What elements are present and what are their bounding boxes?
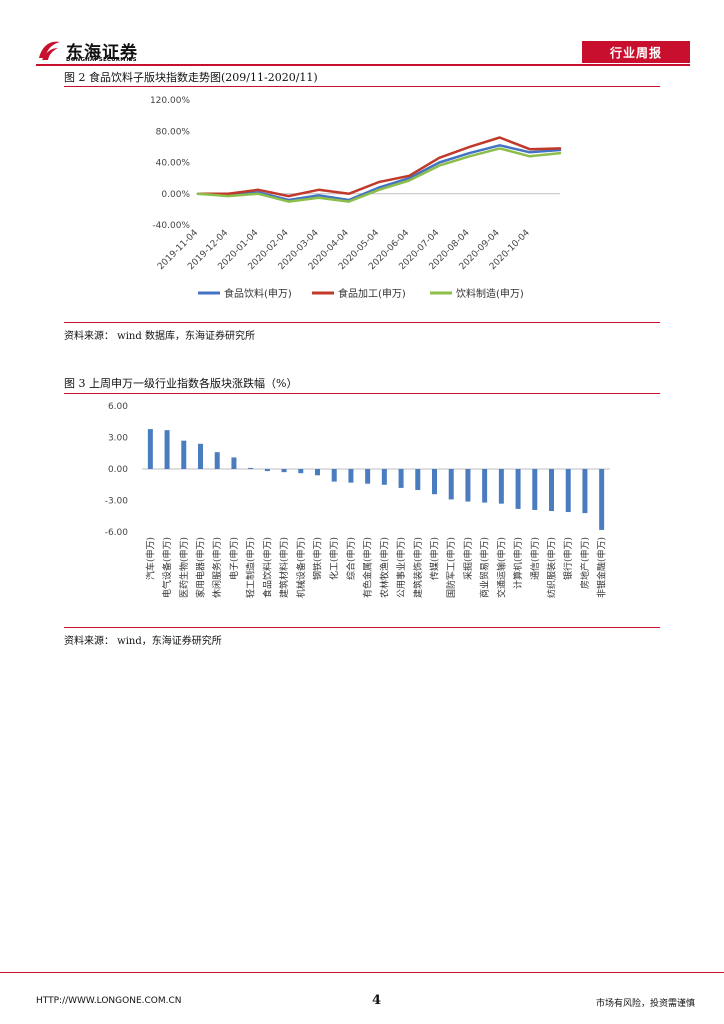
figure2-top-rule [64,86,660,87]
bar [147,429,153,469]
bar [164,430,170,469]
category-label: 化工(申万) [328,537,340,580]
category-label: 公用事业(申万) [395,537,407,598]
bar [482,469,488,503]
bar [214,452,220,469]
y-tick-label: 120.00% [150,96,190,106]
legend-label: 饮料制造(申万) [456,287,524,300]
category-label: 轻工制造(申万) [245,537,257,598]
y-tick-label: -3.00 [105,497,129,507]
figure3-caption: 图 3 上周申万一级行业指数各版块涨跌幅（%） [64,377,298,390]
report-type-badge: 行业周报 [582,41,690,63]
legend-label: 食品饮料(申万) [224,287,292,300]
category-label: 有色金属(申万) [362,537,374,598]
category-label: 食品饮料(申万) [261,537,273,598]
bar [599,469,605,530]
category-label: 纺织服装(申万) [546,537,558,598]
figure2-bottom-rule [64,322,660,323]
bar [315,469,320,476]
category-label: 建筑装饰(申万) [412,537,424,598]
y-tick-label: 3.00 [108,434,128,444]
bar [198,443,203,469]
y-tick-label: -40.00% [152,221,190,231]
category-label: 钢铁(申万) [312,537,324,580]
category-label: 建筑材料(申万) [278,537,290,598]
logo: 东海证券 DONGHAI SECURITIES [36,38,176,64]
legend-item: 饮料制造(申万) [430,287,524,300]
logo-cn: 东海证券 [66,43,138,63]
bar [565,469,571,513]
y-tick-label: 80.00% [156,127,191,137]
y-tick-label: 0.00 [108,465,128,475]
bar [348,469,354,483]
legend-item: 食品加工(申万) [312,287,406,300]
y-tick-label: 40.00% [156,159,191,169]
category-label: 商业贸易(申万) [479,537,491,598]
category-label: 采掘(申万) [462,537,474,580]
figure2-chart: -40.00%0.00%40.00%80.00%120.00%2019-11-0… [150,96,562,300]
bar [532,469,538,510]
bar [415,469,421,490]
figure2-caption: 图 2 食品饮料子版块指数走势图(209/11-2020/11) [64,71,318,84]
series-line [196,144,562,202]
figure2-source: 资料来源： wind 数据库，东海证券研究所 [64,331,255,342]
bar [298,469,304,474]
series-line [196,147,562,203]
bar [381,469,387,485]
bar [448,469,454,500]
bar [398,469,404,488]
legend-label: 食品加工(申万) [338,287,406,300]
bar [181,440,187,469]
logo-mark-icon [39,41,60,60]
footer-disclaimer: 市场有风险，投资需谨慎 [596,999,696,1009]
bar [465,469,471,502]
y-tick-label: 0.00% [161,190,190,200]
figure3-bottom-rule [64,627,660,628]
y-tick-label: 6.00 [108,402,128,412]
bar [432,469,437,495]
category-label: 非银金融(申万) [596,537,608,598]
category-label: 医药生物(申万) [178,537,190,598]
bar [248,467,254,469]
figure3-top-rule [64,393,660,394]
category-label: 农林牧渔(申万) [378,537,390,598]
category-label: 电气设备(申万) [161,537,173,598]
page-number: 4 [372,993,382,1008]
bar [331,469,337,482]
category-label: 家用电器(申万) [195,537,207,598]
category-label: 电子(申万) [228,537,240,580]
category-label: 房地产(申万) [579,537,591,589]
bar [365,469,371,484]
bar [549,469,554,511]
bar [582,469,588,514]
footer-url[interactable]: HTTP://WWW.LONGONE.COM.CN [36,996,182,1006]
bar [498,469,504,504]
category-label: 银行(申万) [562,537,574,580]
category-label: 传媒(申万) [429,537,441,580]
category-label: 国防军工(申万) [445,537,457,598]
category-label: 综合(申万) [345,537,357,580]
category-label: 汽车(申万) [144,537,156,580]
bar [281,469,287,473]
category-label: 交通运输(申万) [495,537,507,598]
bar [264,469,270,472]
figure3-chart: 6.00 3.00 0.00 -3.00 -6.00 汽车(申万) 电气设备(申万) 医药生物… [105,402,610,598]
category-label: 休闲服务(申万) [211,537,223,598]
logo-en: DONGHAI SECURITIES [66,57,137,63]
figure3-source: 资料来源： wind，东海证券研究所 [64,636,222,647]
bar [231,457,237,469]
series-line [196,136,562,198]
legend-item: 食品饮料(申万) [198,287,292,300]
footer-rule [0,972,724,973]
category-label: 计算机(申万) [512,537,524,589]
header-rule [36,64,690,66]
y-tick-label: -6.00 [105,528,129,538]
category-label: 通信(申万) [529,537,541,580]
category-label: 机械设备(申万) [295,537,307,598]
bar [515,469,521,509]
